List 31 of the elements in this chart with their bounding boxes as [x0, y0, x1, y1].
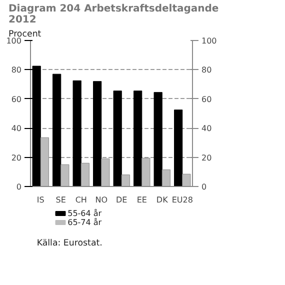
x-tick-label: NO	[95, 196, 108, 204]
legend-label: 55-64 år	[68, 208, 102, 218]
chart-title: Diagram 204 Arbetskraftsdeltagande 2012	[8, 4, 219, 26]
y2-tick-label: 100	[202, 36, 217, 46]
bar	[174, 110, 183, 186]
x-tick-label: SE	[56, 196, 66, 204]
bar	[113, 90, 122, 186]
y-tick-label: 40	[11, 124, 22, 134]
bar	[154, 92, 162, 186]
y2-tick-label: 40	[202, 124, 212, 134]
y-tick-label: 80	[11, 66, 22, 75]
x-tick-label: IS	[36, 196, 44, 204]
x-tick-label: EE	[136, 196, 147, 204]
y-tick-label: 0	[16, 182, 22, 192]
y2-tick-label: 20	[202, 153, 212, 162]
x-tick-label: EU28	[172, 196, 193, 204]
text: Källa: Eurostat.	[36, 238, 102, 248]
y-tick-label: 20	[11, 153, 22, 162]
x-tick-label: CH	[75, 196, 87, 204]
y2-tick-label: 0	[202, 182, 207, 192]
bar	[134, 90, 142, 186]
x-tick-label: DE	[116, 196, 128, 204]
y-tick-label: 100	[6, 36, 22, 46]
y2-tick-label: 80	[202, 66, 212, 75]
bar	[72, 80, 82, 186]
legend-label: 65-74 år	[68, 217, 102, 227]
y-tick-label: 60	[11, 94, 22, 104]
x-tick-label: DK	[156, 196, 169, 204]
bar	[52, 74, 62, 186]
y2-tick-label: 60	[202, 94, 212, 104]
bar	[93, 81, 102, 186]
